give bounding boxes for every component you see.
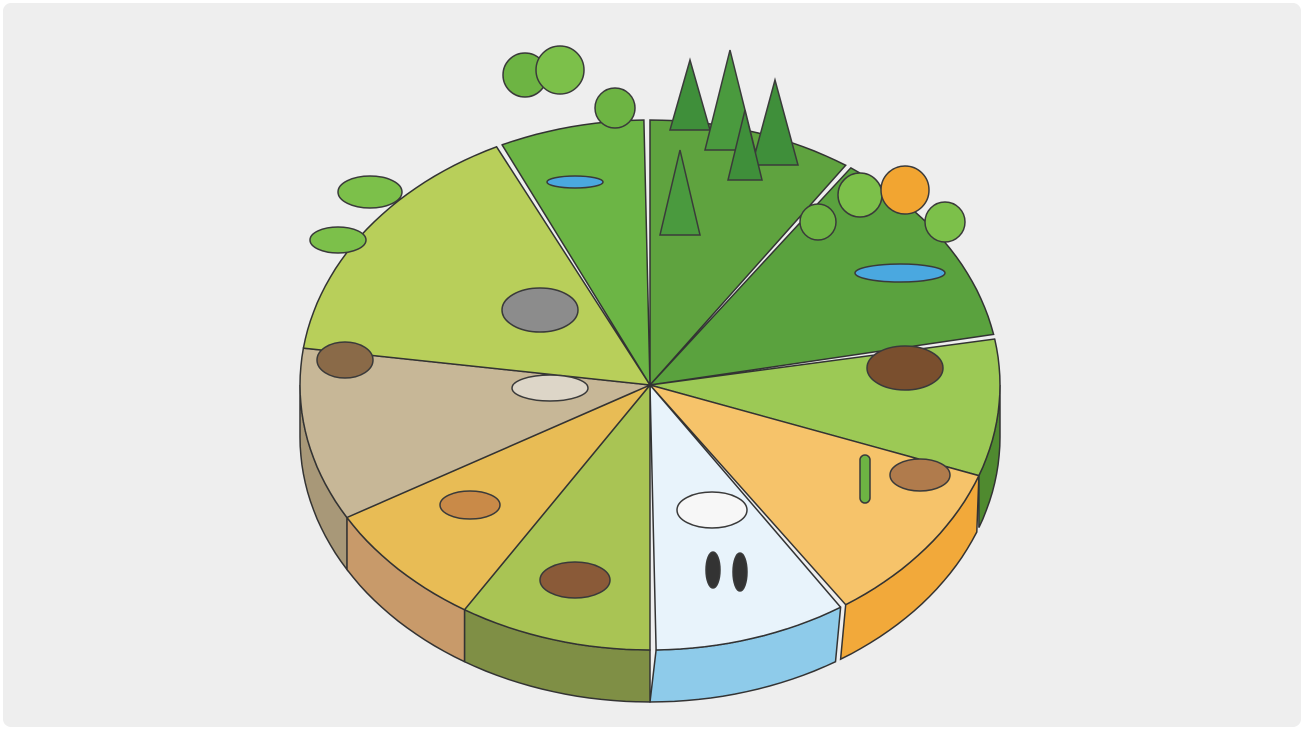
- conifer: [751, 77, 799, 166]
- pie-sector: [647, 383, 980, 606]
- conifer: [727, 109, 763, 181]
- pie-sector: [345, 384, 651, 611]
- tree: [924, 201, 966, 243]
- elephant: [501, 287, 579, 333]
- tree: [535, 45, 585, 95]
- cactus: [859, 454, 871, 504]
- tree: [880, 165, 930, 215]
- tree: [837, 172, 883, 218]
- conifer: [659, 149, 701, 236]
- snow-leopard: [511, 374, 589, 402]
- bison: [866, 345, 944, 391]
- tree: [594, 87, 636, 129]
- pond: [854, 263, 946, 283]
- camel: [889, 458, 951, 492]
- reindeer: [539, 561, 611, 599]
- pie-sector: [649, 382, 842, 651]
- conifer: [669, 57, 711, 131]
- polar-bear: [676, 491, 748, 529]
- pie-sides: [299, 384, 1001, 703]
- acacia: [309, 226, 367, 254]
- penguin: [732, 552, 748, 592]
- ram: [316, 341, 374, 379]
- acacia: [337, 175, 403, 209]
- decorations: [309, 45, 966, 599]
- lynx: [439, 490, 501, 520]
- penguin: [705, 551, 721, 589]
- pond: [546, 175, 604, 189]
- tree: [799, 203, 837, 241]
